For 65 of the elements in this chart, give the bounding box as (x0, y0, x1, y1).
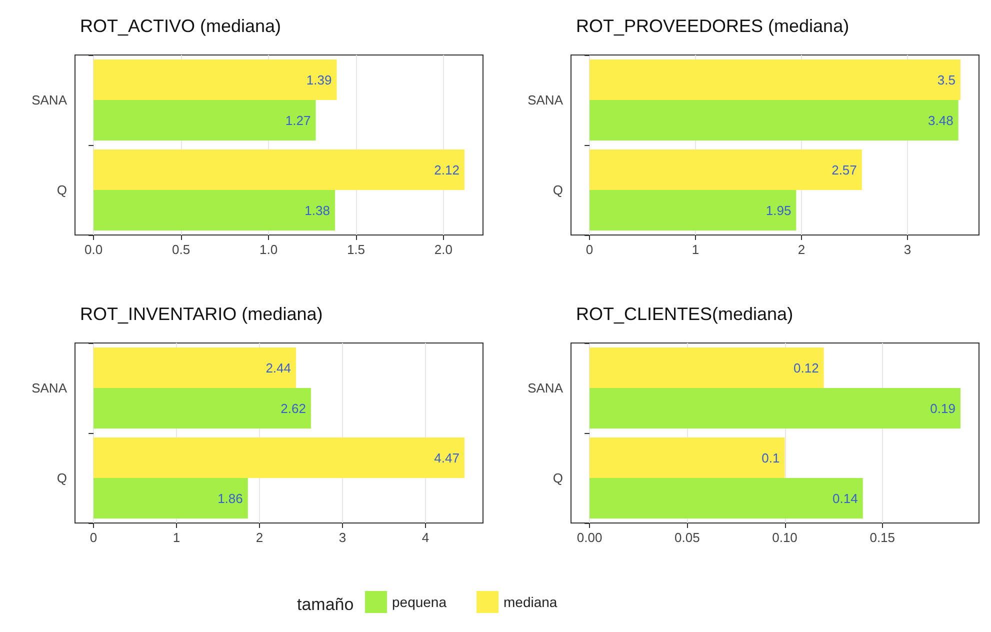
y-tick-label: SANA (32, 92, 68, 108)
data-label: 3.5 (937, 72, 956, 88)
bar (590, 478, 863, 518)
bar (590, 60, 960, 100)
legend-label: pequena (392, 594, 447, 610)
data-label: 0.1 (762, 450, 780, 466)
bar (590, 388, 960, 428)
y-tick-label: Q (56, 470, 67, 486)
y-tick-label: SANA (32, 380, 68, 396)
bar (94, 438, 464, 478)
x-tick-label: 0 (90, 530, 98, 545)
data-label: 0.19 (930, 400, 956, 416)
bar (94, 478, 248, 518)
x-tick-label: 0.05 (674, 530, 700, 545)
data-label: 1.38 (304, 202, 330, 218)
bar (590, 348, 824, 388)
chart-title: ROT_INVENTARIO (mediana) (80, 304, 323, 324)
x-tick-label: 4 (422, 530, 430, 545)
x-tick-label: 0.10 (772, 530, 798, 545)
bar (590, 150, 862, 190)
x-tick-label: 2.0 (434, 242, 452, 257)
data-label: 1.39 (306, 72, 332, 88)
data-label: 4.47 (434, 450, 460, 466)
data-label: 1.86 (218, 490, 243, 506)
x-tick-label: 0.0 (84, 242, 103, 257)
y-tick-label: Q (552, 470, 563, 486)
x-tick-label: 1 (692, 242, 700, 257)
y-tick-label: Q (552, 182, 563, 198)
data-label: 1.95 (766, 202, 792, 218)
data-label: 2.12 (434, 162, 460, 178)
x-tick-label: 1 (172, 530, 180, 545)
bar (590, 100, 958, 140)
x-tick-label: 1.5 (346, 242, 366, 257)
bar (94, 190, 335, 230)
bar (94, 150, 464, 190)
chart-title: ROT_CLIENTES(mediana) (576, 304, 794, 324)
x-tick-label: 0.15 (870, 530, 896, 545)
x-tick-label: 3 (338, 530, 346, 545)
bar (590, 438, 785, 478)
x-tick-label: 0 (586, 242, 594, 257)
x-tick-label: 2 (798, 242, 806, 257)
x-tick-label: 3 (904, 242, 912, 257)
data-label: 2.57 (832, 162, 857, 178)
legend-label: mediana (504, 594, 558, 610)
data-label: 2.62 (280, 400, 306, 416)
bar (94, 388, 311, 428)
chart-title: ROT_PROVEEDORES (mediana) (576, 16, 850, 36)
x-tick-label: 0.00 (576, 530, 602, 545)
data-label: 0.14 (832, 490, 858, 506)
x-tick-label: 1.0 (259, 242, 278, 257)
chart-title: ROT_ACTIVO (mediana) (80, 16, 282, 36)
data-label: 0.12 (793, 360, 819, 376)
bar (94, 100, 316, 140)
bar (590, 190, 796, 230)
x-tick-label: 2 (256, 530, 264, 545)
data-label: 2.44 (266, 360, 292, 376)
y-tick-label: Q (56, 182, 67, 198)
bar (94, 348, 296, 388)
data-label: 1.27 (285, 112, 311, 128)
data-label: 3.48 (928, 112, 954, 128)
y-tick-label: SANA (528, 380, 564, 396)
bar (94, 60, 337, 100)
legend-title: tamaño (297, 595, 354, 614)
x-tick-label: 0.5 (172, 242, 190, 257)
y-tick-label: SANA (528, 92, 564, 108)
